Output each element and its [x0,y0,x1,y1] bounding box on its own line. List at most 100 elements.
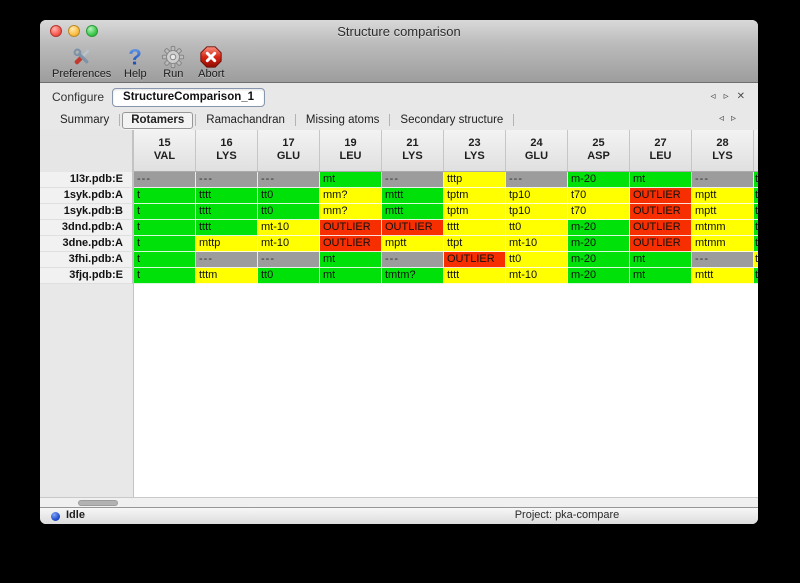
rotamer-cell[interactable]: mttp [196,236,258,252]
rotamer-cell[interactable]: t [134,204,196,220]
rotamer-cell[interactable]: OUTLIER [444,252,506,268]
column-residue: LYS [464,150,485,162]
rotamer-cell[interactable]: tt0 [258,268,320,284]
rotamer-cell[interactable]: tptm [444,204,506,220]
rotamer-cell[interactable]: --- [382,172,444,188]
rotamer-cell[interactable]: t [134,268,196,284]
rotamer-cell[interactable]: tt0 [506,220,568,236]
rotamer-cell[interactable]: OUTLIER [630,188,692,204]
run-button[interactable]: Run [159,45,187,80]
rotamer-cell[interactable]: t70 [568,188,630,204]
tab-summary[interactable]: Summary [60,113,110,126]
rotamer-cell[interactable]: ttpt [444,236,506,252]
column-header: 15 VAL [134,130,196,171]
rotamer-cell[interactable]: mt-10 [506,268,568,284]
rotamer-cell[interactable]: mt [630,268,692,284]
tab-secondary-structure[interactable]: Secondary structure [400,113,504,126]
rotamer-cell[interactable]: t [134,252,196,268]
rotamer-cell[interactable]: mttt [382,204,444,220]
rotamer-cell[interactable]: mptt [692,204,754,220]
zoom-button[interactable] [86,25,98,37]
rotamer-cell[interactable]: mt-10 [258,236,320,252]
rotamer-cell[interactable]: mt [630,172,692,188]
rotamer-cell[interactable]: mptt [692,188,754,204]
rotamer-cell[interactable]: tttt [196,204,258,220]
rotamer-cell[interactable]: tttt [444,268,506,284]
rotamer-cell[interactable]: --- [692,252,754,268]
rotamer-cell[interactable]: mm? [320,188,382,204]
panel-next-icon[interactable]: ▹ [723,91,729,102]
rotamer-cell[interactable]: --- [196,172,258,188]
rotamer-cell[interactable]: OUTLIER [320,220,382,236]
horizontal-scrollbar[interactable] [40,497,758,507]
rotamer-cell[interactable]: t [134,188,196,204]
rotamer-cell[interactable]: mt [320,252,382,268]
rotamer-cell[interactable]: --- [196,252,258,268]
rotamer-cell[interactable]: mt [320,172,382,188]
rotamer-cell[interactable]: mttt [382,188,444,204]
rotamer-cell[interactable]: tmtm? [382,268,444,284]
toolbar: Preferences ? Help [40,43,758,83]
title-bar[interactable]: Structure comparison [40,20,758,43]
rotamer-cell[interactable]: OUTLIER [320,236,382,252]
rotamer-cell[interactable]: t [134,220,196,236]
rotamer-cell[interactable]: t70 [568,204,630,220]
tab-missing-atoms[interactable]: Missing atoms [305,113,380,126]
tab-rotamers[interactable]: Rotamers [122,111,194,129]
rotamer-cell[interactable]: tt0 [506,252,568,268]
rotamer-cell[interactable]: mttt [692,268,754,284]
rotamer-cell[interactable]: tp10 [506,204,568,220]
rotamer-cell[interactable]: --- [134,172,196,188]
rotamer-cell[interactable]: mt-10 [506,236,568,252]
preferences-label: Preferences [52,68,112,80]
rotamer-cell[interactable]: --- [506,172,568,188]
rotamer-cell[interactable]: m-20 [568,220,630,236]
rotamer-cell[interactable]: mm? [320,204,382,220]
minimize-button[interactable] [68,25,80,37]
rotamer-cell[interactable]: OUTLIER [382,220,444,236]
rotamer-cell[interactable]: OUTLIER [630,204,692,220]
rotamer-cell[interactable]: m-20 [568,236,630,252]
status-text: Idle [66,509,85,521]
close-button[interactable] [50,25,62,37]
rotamer-cell[interactable]: mtmm [692,220,754,236]
configure-name-field[interactable]: StructureComparison_1 [112,87,266,107]
tabs-prev-icon[interactable]: ◃ [718,113,724,124]
rotamer-cell[interactable]: OUTLIER [630,220,692,236]
rotamer-cell[interactable]: --- [692,172,754,188]
rotamer-cell[interactable]: tptm [444,188,506,204]
rotamer-cell[interactable]: mt-10 [258,220,320,236]
rotamer-cell[interactable]: --- [258,252,320,268]
panel-close-icon[interactable]: ✕ [736,91,745,102]
rotamer-cell[interactable]: m-20 [568,252,630,268]
rotamer-cell[interactable]: tt0 [258,204,320,220]
rotamer-cell[interactable]: tttt [444,220,506,236]
partial-cell: t [754,268,758,284]
rotamer-cell[interactable]: tp10 [506,188,568,204]
rotamer-cell[interactable]: m-20 [568,172,630,188]
rotamer-cell[interactable]: tttt [196,188,258,204]
scrollbar-thumb[interactable] [78,500,118,506]
preferences-button[interactable]: Preferences [52,45,111,80]
rotamer-cell[interactable]: tttm [196,268,258,284]
column-header: 19 LEU [320,130,382,171]
rotamer-cell[interactable]: tttp [444,172,506,188]
rotamer-cell[interactable]: tttt [196,220,258,236]
rotamer-cell[interactable]: mtmm [692,236,754,252]
help-button[interactable]: ? Help [121,45,149,80]
rotamer-cell[interactable]: OUTLIER [630,236,692,252]
rotamer-cell[interactable]: mt [320,268,382,284]
rotamer-cell[interactable]: mptt [382,236,444,252]
rotamer-cell[interactable]: tt0 [258,188,320,204]
rotamer-cell[interactable]: --- [382,252,444,268]
rotamer-cell[interactable]: mt [630,252,692,268]
rotamer-cell[interactable]: t [134,236,196,252]
rotamer-cell[interactable]: --- [258,172,320,188]
tab-ramachandran[interactable]: Ramachandran [206,113,285,126]
status-indicator-icon [51,512,60,521]
panel-prev-icon[interactable]: ◃ [710,91,716,102]
row-label-column: 1l3r.pdb:E 1syk.pdb:A 1syk.pdb:B 3dnd.pdb:A… [40,172,133,284]
tabs-next-icon[interactable]: ▹ [730,113,736,124]
abort-button[interactable]: Abort [197,45,225,80]
rotamer-cell[interactable]: m-20 [568,268,630,284]
